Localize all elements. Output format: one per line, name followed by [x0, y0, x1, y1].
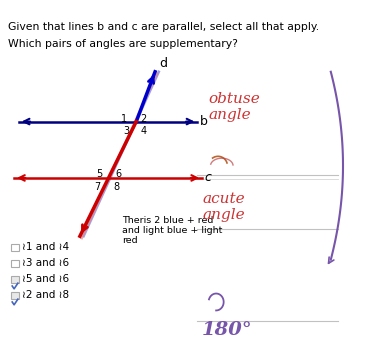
Text: ≀3 and ≀6: ≀3 and ≀6	[22, 258, 69, 268]
Text: 1: 1	[121, 114, 127, 124]
Text: ≀2 and ≀8: ≀2 and ≀8	[22, 290, 69, 301]
Text: angle: angle	[209, 108, 251, 122]
Text: angle: angle	[202, 208, 245, 222]
Text: 2: 2	[141, 114, 147, 124]
Text: Theris 2 blue + red
and light blue + light
red: Theris 2 blue + red and light blue + lig…	[122, 216, 223, 245]
Text: c: c	[205, 171, 212, 184]
Text: b: b	[200, 115, 208, 128]
Bar	[11, 276, 19, 283]
Text: 4: 4	[141, 126, 147, 136]
Text: 8: 8	[114, 182, 120, 192]
Text: Which pairs of angles are supplementary?: Which pairs of angles are supplementary?	[8, 39, 237, 49]
Text: 3: 3	[124, 126, 130, 136]
Text: acute: acute	[202, 192, 245, 206]
Bar	[11, 292, 19, 299]
Bar	[11, 260, 19, 267]
Text: ≀1 and ≀4: ≀1 and ≀4	[22, 242, 69, 252]
Text: 6: 6	[115, 169, 122, 179]
Bar	[11, 244, 19, 251]
Text: obtuse: obtuse	[209, 92, 260, 106]
Text: ≀5 and ≀6: ≀5 and ≀6	[22, 274, 69, 284]
Text: 5: 5	[96, 169, 103, 179]
Text: d: d	[159, 57, 167, 70]
Text: 180°: 180°	[202, 321, 253, 339]
Text: Given that lines b and c are parallel, select all that apply.: Given that lines b and c are parallel, s…	[8, 22, 319, 32]
Text: 7: 7	[94, 182, 101, 192]
